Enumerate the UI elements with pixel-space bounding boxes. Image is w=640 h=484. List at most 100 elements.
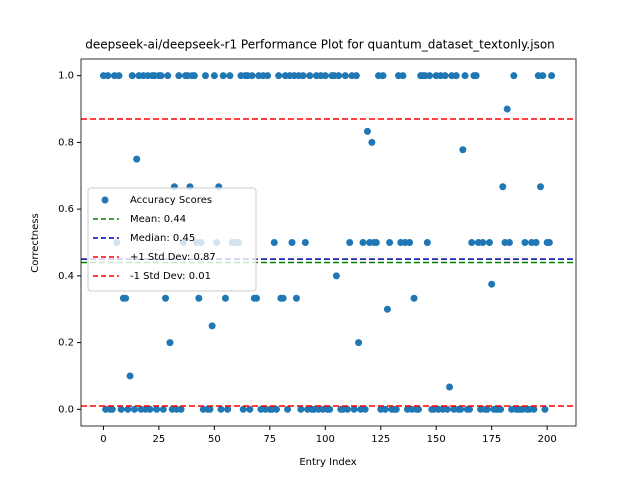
data-point: [195, 294, 203, 302]
data-point: [190, 72, 198, 80]
data-point: [532, 239, 540, 246]
data-point: [350, 405, 358, 413]
y-tick-label: 1.0: [58, 71, 74, 82]
data-point: [368, 138, 376, 146]
data-point: [530, 405, 538, 413]
legend-marker: [101, 196, 109, 204]
y-tick-label: 0.2: [58, 338, 74, 349]
data-point: [457, 405, 465, 413]
data-point: [301, 239, 309, 246]
data-point: [392, 405, 400, 413]
data-point: [239, 405, 247, 413]
data-point: [153, 405, 161, 413]
data-point: [164, 72, 172, 80]
data-point: [343, 405, 351, 413]
x-tick-label: 25: [153, 434, 166, 445]
data-point: [299, 72, 307, 80]
data-point: [485, 239, 493, 246]
data-point: [122, 294, 130, 302]
data-point: [472, 72, 480, 80]
legend-label: +1 Std Dev: 0.87: [130, 252, 216, 263]
x-tick-label: 175: [482, 434, 501, 445]
data-point: [468, 239, 476, 246]
data-point: [159, 405, 167, 413]
data-point: [297, 405, 305, 413]
data-point: [126, 372, 134, 380]
data-point: [406, 239, 414, 246]
legend-label: Median: 0.45: [130, 233, 195, 244]
chart-title: deepseek-ai/deepseek-r1 Performance Plot…: [85, 38, 555, 52]
x-tick-label: 100: [316, 434, 335, 445]
plot-frame: [80, 58, 577, 427]
data-point: [505, 239, 513, 246]
data-point: [248, 72, 256, 80]
data-point: [539, 72, 547, 80]
data-point: [363, 127, 371, 135]
data-point: [275, 72, 283, 80]
data-point: [175, 72, 183, 80]
data-point: [264, 72, 272, 80]
data-point: [221, 294, 229, 302]
data-point: [104, 72, 112, 80]
data-point: [206, 405, 214, 413]
legend-label: Accuracy Scores: [130, 195, 212, 206]
data-point: [326, 405, 334, 413]
data-point: [399, 72, 407, 80]
data-point: [224, 405, 232, 413]
data-point: [541, 405, 549, 413]
x-axis-label: Entry Index: [299, 457, 356, 468]
data-point: [466, 405, 474, 413]
data-point: [108, 405, 116, 413]
data-point: [461, 72, 469, 80]
x-tick-label: 200: [538, 434, 557, 445]
data-point: [381, 405, 389, 413]
legend-box: [87, 187, 257, 292]
data-point: [201, 72, 209, 80]
data-point: [410, 294, 418, 302]
data-point: [115, 72, 123, 80]
x-tick-label: 50: [208, 434, 221, 445]
y-tick-label: 0.4: [58, 271, 74, 282]
data-point: [162, 294, 170, 302]
data-point: [177, 405, 185, 413]
data-point: [133, 155, 141, 163]
data-point: [352, 72, 360, 80]
data-point: [246, 405, 254, 413]
data-point: [284, 405, 292, 413]
data-point: [414, 405, 422, 413]
data-point: [272, 405, 280, 413]
data-point: [521, 239, 529, 246]
x-tick-label: 75: [263, 434, 276, 445]
data-point: [253, 294, 261, 302]
data-point: [321, 72, 329, 80]
data-point: [423, 239, 431, 246]
y-axis-label: Correctness: [30, 213, 41, 272]
data-point: [446, 383, 454, 391]
y-tick-label: 0.8: [58, 137, 74, 148]
data-point: [359, 239, 367, 246]
data-point: [497, 405, 505, 413]
data-point: [426, 72, 434, 80]
x-tick-label: 150: [427, 434, 446, 445]
data-point: [332, 272, 340, 280]
data-point: [361, 405, 369, 413]
data-point: [219, 72, 227, 80]
data-point: [128, 72, 136, 80]
y-tick-label: 0.0: [58, 404, 74, 415]
data-point: [217, 405, 225, 413]
data-point: [341, 72, 349, 80]
data-point: [270, 239, 278, 246]
data-point: [130, 405, 138, 413]
data-point: [483, 405, 491, 413]
data-point: [210, 72, 218, 80]
data-point: [537, 183, 545, 191]
data-point: [346, 239, 354, 246]
data-point: [288, 239, 296, 246]
data-point: [157, 72, 165, 80]
data-point: [503, 105, 511, 113]
legend-label: -1 Std Dev: 0.01: [130, 271, 211, 282]
data-point: [548, 72, 556, 80]
data-point: [386, 239, 394, 246]
x-tick-label: 0: [100, 434, 106, 445]
